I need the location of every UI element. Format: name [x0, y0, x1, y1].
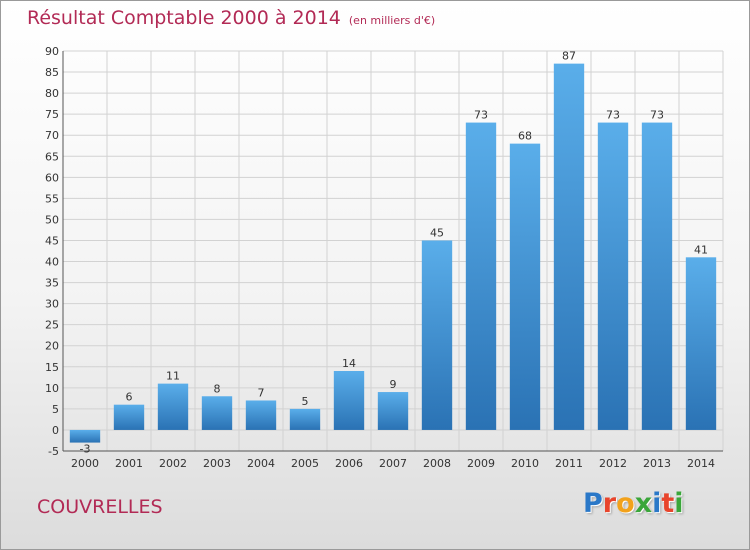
- data-label: 73: [474, 109, 488, 122]
- y-tick-label: 55: [45, 192, 59, 205]
- data-label: 45: [430, 226, 444, 239]
- bar: [685, 257, 717, 430]
- x-tick-label: 2013: [643, 457, 671, 470]
- bar: [597, 122, 629, 430]
- bar: [333, 371, 365, 430]
- y-tick-label: -5: [48, 445, 59, 458]
- x-tick-label: 2014: [687, 457, 715, 470]
- y-tick-label: 40: [45, 256, 59, 269]
- chart-title: Résultat Comptable 2000 à 2014: [27, 7, 341, 29]
- logo-letter: t: [661, 488, 675, 519]
- data-label: 41: [694, 243, 708, 256]
- bar: [553, 63, 585, 430]
- logo-letter: i: [674, 488, 684, 519]
- y-tick-label: 90: [45, 45, 59, 58]
- data-label: 73: [650, 109, 664, 122]
- bar: [69, 429, 101, 443]
- x-tick-label: 2003: [203, 457, 231, 470]
- x-tick-label: 2005: [291, 457, 319, 470]
- x-tick-label: 2012: [599, 457, 627, 470]
- data-label: 9: [390, 378, 397, 391]
- data-label: 68: [518, 130, 532, 143]
- axes: [62, 51, 723, 452]
- logo-letter: x: [634, 488, 653, 519]
- data-label: -3: [80, 443, 91, 456]
- x-tick-label: 2000: [71, 457, 99, 470]
- y-tick-label: 0: [52, 424, 59, 437]
- logo-letter: r: [602, 488, 617, 519]
- logo-letter: i: [652, 488, 662, 519]
- x-tick-label: 2001: [115, 457, 143, 470]
- y-tick-label: 70: [45, 129, 59, 142]
- x-tick-label: 2011: [555, 457, 583, 470]
- data-label: 14: [342, 357, 356, 370]
- y-tick-label: 35: [45, 277, 59, 290]
- bar: [377, 392, 409, 430]
- y-tick-label: 75: [45, 108, 59, 121]
- data-label: 5: [302, 395, 309, 408]
- y-tick-label: 5: [52, 403, 59, 416]
- chart-subtitle: (en milliers d'€): [348, 14, 436, 27]
- tick-labels: -505101520253035404550556065707580859020…: [45, 45, 715, 470]
- y-tick-label: 60: [45, 171, 59, 184]
- bar: [289, 408, 321, 430]
- y-tick-label: 50: [45, 213, 59, 226]
- data-label: 73: [606, 109, 620, 122]
- y-tick-label: 20: [45, 340, 59, 353]
- bar: [465, 122, 497, 430]
- logo-letter: o: [616, 488, 635, 519]
- y-tick-label: 15: [45, 361, 59, 374]
- proxiti-logo: Proxiti: [583, 488, 684, 519]
- x-tick-label: 2002: [159, 457, 187, 470]
- bar: [157, 383, 189, 430]
- x-tick-label: 2004: [247, 457, 275, 470]
- x-tick-label: 2009: [467, 457, 495, 470]
- data-label: 11: [166, 370, 180, 383]
- y-tick-label: 30: [45, 298, 59, 311]
- bar: [201, 396, 233, 430]
- chart-header: Résultat Comptable 2000 à 2014 (en millie…: [27, 7, 435, 29]
- x-tick-label: 2007: [379, 457, 407, 470]
- bars: [69, 63, 717, 443]
- bar: [641, 122, 673, 430]
- place-name: COUVRELLES: [37, 496, 163, 518]
- y-tick-label: 80: [45, 87, 59, 100]
- x-tick-label: 2008: [423, 457, 451, 470]
- data-label: 8: [214, 382, 221, 395]
- y-tick-label: 65: [45, 150, 59, 163]
- data-label: 87: [562, 50, 576, 63]
- bar: [421, 240, 453, 430]
- bar: [245, 400, 277, 430]
- bar: [509, 143, 541, 430]
- logo-letter: P: [583, 488, 603, 519]
- bar: [113, 404, 145, 430]
- x-tick-label: 2010: [511, 457, 539, 470]
- y-tick-label: 45: [45, 234, 59, 247]
- y-tick-label: 10: [45, 382, 59, 395]
- y-tick-label: 85: [45, 66, 59, 79]
- data-label: 7: [258, 386, 265, 399]
- y-tick-label: 25: [45, 319, 59, 332]
- data-label: 6: [126, 391, 133, 404]
- x-tick-label: 2006: [335, 457, 363, 470]
